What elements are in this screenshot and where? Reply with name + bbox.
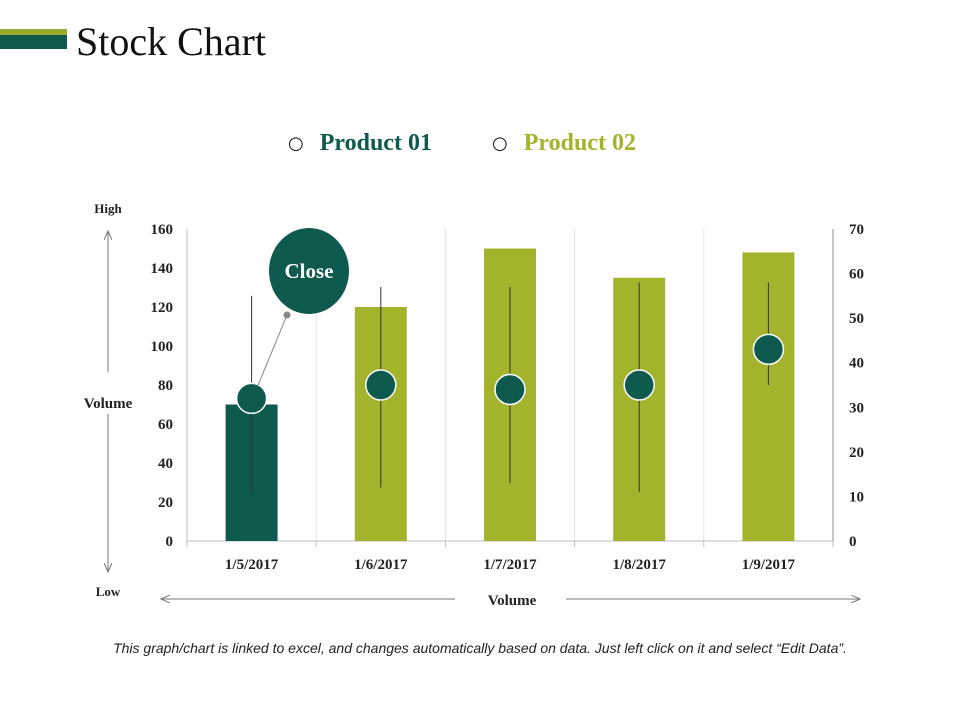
y2-tick-label: 50 [849,311,864,327]
close-marker [235,382,268,415]
y-tick-label: 40 [158,456,173,472]
y2-tick-label: 30 [849,400,864,416]
callout-bubble [269,228,349,314]
y-tick-label: 60 [158,417,173,433]
title-accent-top [0,29,67,35]
x-tick-label: 1/8/2017 [613,557,667,573]
y2-tick-label: 0 [849,534,857,550]
chart-legend: ○ Product 01 ○ Product 02 [0,130,960,164]
y2-tick-label: 20 [849,445,864,461]
legend-label: Product 02 [523,130,636,156]
y-tick-label: 80 [158,378,173,394]
y2-tick-label: 10 [849,489,864,505]
footnote: This graph/chart is linked to excel, and… [113,640,847,656]
x-tick-label: 1/7/2017 [483,557,537,573]
title-accent-bottom [0,35,67,49]
y-tick-label: 140 [151,261,174,277]
y-axis-title: Volume [84,396,133,412]
callout-leader [257,314,288,387]
y-tick-label: 0 [166,534,174,550]
legend-bullet-icon: ○ [492,133,508,154]
low-label: Low [96,584,121,599]
x-axis-title: Volume [488,593,537,609]
page-title: Stock Chart [76,19,266,64]
y-tick-label: 20 [158,495,173,511]
callout-label: Close [285,259,334,283]
y-tick-label: 100 [151,339,174,355]
y-tick-label: 160 [151,222,174,238]
legend-item-product-01[interactable]: ○ Product 01 [288,130,432,157]
high-label: High [94,201,122,216]
close-marker [752,333,785,366]
y2-tick-label: 40 [849,356,864,372]
x-tick-label: 1/6/2017 [354,557,408,573]
y2-tick-label: 70 [849,222,864,238]
plot-area: 0 20 40 60 80 100 120 140 160 0 10 20 30 40 50 60 70 1/5/… [151,222,865,573]
legend-label: Product 01 [319,130,432,156]
x-tick-label: 1/5/2017 [225,557,279,573]
close-marker [623,369,655,401]
close-marker [365,369,397,401]
legend-bullet-icon: ○ [288,133,304,154]
callout-dot [283,311,291,319]
y-tick-label: 120 [151,300,174,316]
x-tick-label: 1/9/2017 [742,557,796,573]
legend-item-product-02[interactable]: ○ Product 02 [492,130,636,157]
y2-tick-label: 60 [849,267,864,283]
close-marker [494,373,526,406]
